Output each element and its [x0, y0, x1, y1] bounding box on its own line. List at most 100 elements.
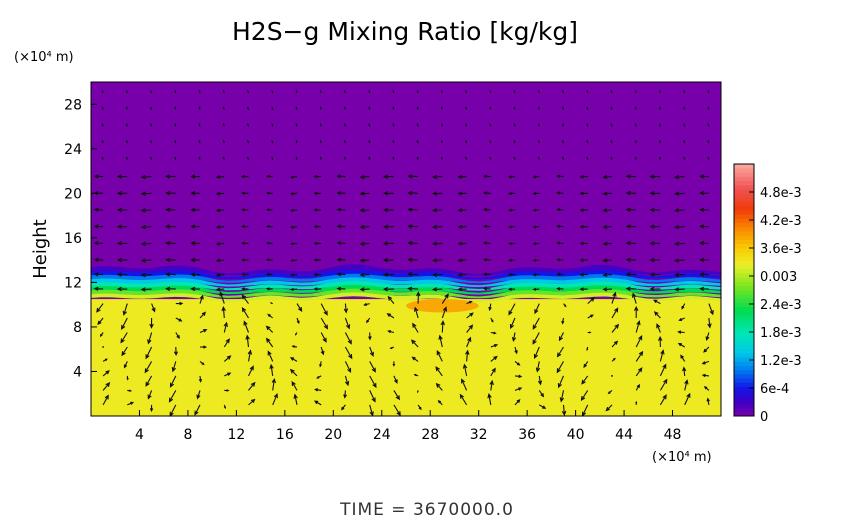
wind-arrow — [513, 156, 516, 161]
colorbar-label: 1.8e-3 — [760, 326, 802, 341]
wind-arrow — [175, 317, 183, 322]
wind-arrow — [432, 208, 443, 213]
wind-arrow — [701, 360, 710, 365]
wind-arrow — [295, 156, 298, 161]
colorbar-swatch — [734, 272, 754, 278]
y-tick-label: 12 — [64, 275, 82, 291]
wind-arrow — [221, 306, 226, 319]
colorbar-swatch — [734, 407, 754, 413]
wind-arrow — [393, 375, 398, 384]
wind-arrow — [215, 225, 225, 230]
wind-arrow — [466, 300, 473, 305]
wind-arrow — [513, 122, 516, 127]
wind-arrow — [165, 224, 176, 229]
wind-arrow — [407, 190, 419, 196]
wind-arrow — [247, 349, 253, 362]
wind-arrow — [169, 375, 177, 388]
x-tick-label: 44 — [615, 427, 633, 443]
wind-arrow — [561, 317, 565, 325]
colorbar-swatch — [734, 344, 754, 350]
wind-arrow — [389, 346, 395, 350]
wind-arrow — [625, 240, 637, 246]
wind-arrow — [150, 139, 153, 144]
wind-arrow — [673, 191, 685, 196]
wind-arrow — [319, 122, 322, 127]
wind-arrow — [701, 373, 709, 378]
colorbar-swatch — [734, 298, 754, 303]
wind-arrow — [194, 404, 201, 416]
colorbar-swatch — [734, 293, 754, 299]
colorbar-swatch — [734, 277, 754, 282]
wind-arrow — [658, 106, 661, 110]
wind-arrow — [267, 350, 274, 362]
wind-arrow — [265, 325, 274, 333]
wind-arrow — [289, 192, 298, 196]
wind-arrow — [127, 389, 133, 392]
wind-arrow — [392, 122, 395, 127]
wind-arrow — [537, 89, 540, 94]
wind-arrow — [556, 287, 564, 291]
wind-arrow — [532, 317, 540, 330]
wind-arrow — [707, 122, 710, 127]
wind-arrow — [313, 208, 322, 212]
wind-arrow — [649, 224, 661, 229]
wind-arrow — [265, 174, 273, 178]
wind-arrow — [149, 404, 154, 413]
wind-arrow — [368, 139, 371, 144]
wind-arrow — [387, 295, 395, 304]
colorbar-swatch — [734, 281, 754, 287]
wind-arrow — [634, 122, 637, 127]
y-axis-unit: (×10⁴ m) — [14, 50, 74, 65]
wind-arrow — [625, 224, 637, 229]
wind-arrow — [223, 404, 227, 410]
wind-arrow — [490, 343, 499, 348]
wind-arrow — [267, 313, 274, 319]
wind-arrow — [432, 287, 443, 292]
wind-arrow — [457, 258, 467, 263]
wind-arrow — [240, 241, 249, 245]
wind-arrow — [611, 357, 616, 362]
wind-arrow — [607, 389, 613, 395]
colorbar-swatch — [734, 205, 754, 211]
colorbar-swatch — [734, 239, 754, 245]
colorbar-label: 2.4e-3 — [760, 298, 802, 313]
wind-arrow — [440, 139, 443, 144]
wind-arrow — [248, 398, 256, 406]
x-axis-unit: (×10⁴ m) — [652, 450, 712, 465]
y-tick-label: 16 — [64, 231, 82, 247]
y-tick-label: 24 — [64, 142, 82, 158]
wind-arrow — [508, 303, 516, 316]
wind-arrow — [313, 224, 322, 229]
wind-arrow — [313, 272, 322, 277]
wind-arrow — [336, 224, 346, 229]
wind-arrow — [513, 106, 516, 110]
wind-arrow — [579, 224, 588, 229]
wind-arrow — [147, 332, 153, 345]
wind-arrow — [222, 139, 225, 144]
colorbar-swatch — [734, 163, 754, 169]
wind-arrow — [586, 139, 589, 144]
wind-arrow — [507, 241, 516, 246]
wind-arrow — [532, 191, 540, 196]
wind-arrow — [457, 287, 467, 292]
wind-arrow — [125, 122, 128, 127]
wind-arrow — [336, 272, 346, 277]
field-transition-band — [91, 282, 721, 295]
wind-arrow — [240, 208, 249, 212]
wind-arrow — [247, 139, 250, 144]
wind-arrow — [369, 390, 376, 403]
wind-arrow — [122, 303, 128, 316]
wind-arrow — [116, 241, 128, 246]
wind-arrow — [586, 122, 589, 127]
wind-arrow — [289, 208, 298, 213]
wind-arrow — [457, 208, 467, 213]
colorbar-swatch — [734, 197, 754, 203]
colorbar-label: 1.2e-3 — [760, 354, 802, 369]
wind-arrow — [412, 322, 419, 333]
wind-arrow — [507, 258, 516, 262]
colorbar-swatch — [734, 184, 754, 190]
colorbar-label: 4.8e-3 — [760, 186, 802, 201]
wind-arrow — [240, 224, 249, 229]
y-tick-label: 8 — [73, 320, 82, 336]
wind-arrow — [703, 385, 710, 391]
